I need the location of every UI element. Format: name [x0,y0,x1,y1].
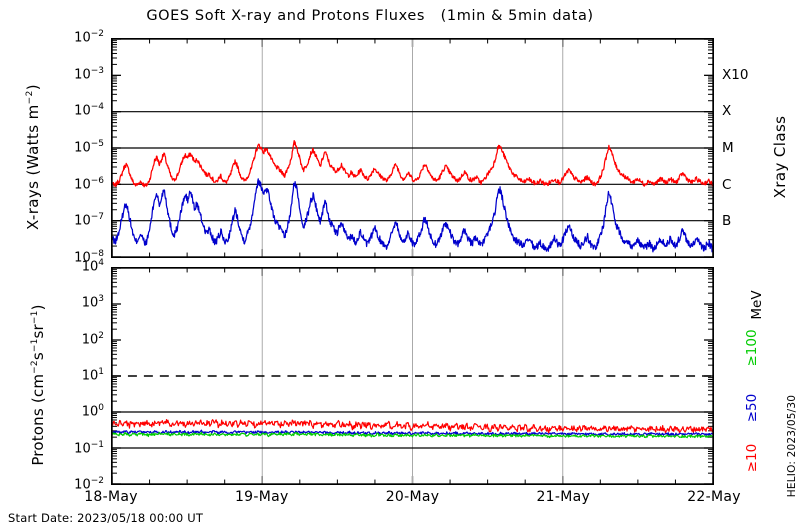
xray-series-long [112,139,713,188]
proton-axis-title: Protons (cm−2s−1sr−1) [29,304,47,466]
y-tick-label: 10−6 [74,175,104,193]
xray-class-axis-title: Xray Class [771,115,789,199]
proton-series-10mev [112,419,713,434]
proton-flux-panel [111,267,714,485]
y-tick-label: 100 [81,403,104,420]
x-tick-label: 20-May [385,489,440,505]
y-tick-label: 10−4 [74,102,104,119]
x-tick-label: 18-May [84,489,138,505]
x-tick-label: 22-May [687,489,741,505]
x-tick-label: 21-May [536,489,591,505]
y-tick-label: 10−8 [74,249,104,266]
y-tick-label: 10−7 [74,212,104,229]
y-tick-label: 10−1 [74,439,104,457]
proton-series-50mev [112,429,713,437]
y-tick-label: 101 [81,367,104,384]
page-title: GOES Soft X-ray and Protons Fluxes (1min… [146,8,594,24]
xray-flux-panel [111,38,714,258]
y-tick-label: 104 [81,258,104,275]
y-tick-label: 10−2 [74,476,104,493]
x-tick-label: 19-May [234,489,289,505]
y-tick-label: 103 [81,294,104,311]
xray-class-b: B [722,213,732,230]
xray-series-short [112,178,713,253]
xray-class-m: M [722,140,734,156]
xray-plot-canvas [112,39,713,257]
y-tick-label: 10−5 [74,139,104,156]
helio-credit-stamp: HELIO: 2023/05/30 [786,394,798,498]
y-tick-label: 10−3 [74,65,104,83]
xray-class-x: X [722,103,732,120]
proton-plot-canvas [112,268,713,484]
y-tick-label: 10−2 [74,29,104,46]
xray-class-x10: X10 [722,66,749,83]
xray-class-c: C [722,176,732,193]
proton-series-100mev [112,431,713,439]
y-tick-label: 102 [81,330,104,348]
proton-label-10mev: ≥10 [744,443,760,473]
xray-axis-title: X-rays (Watts m−2) [24,84,42,230]
start-date-label: Start Date: 2023/05/18 00:00 UT [8,511,204,525]
